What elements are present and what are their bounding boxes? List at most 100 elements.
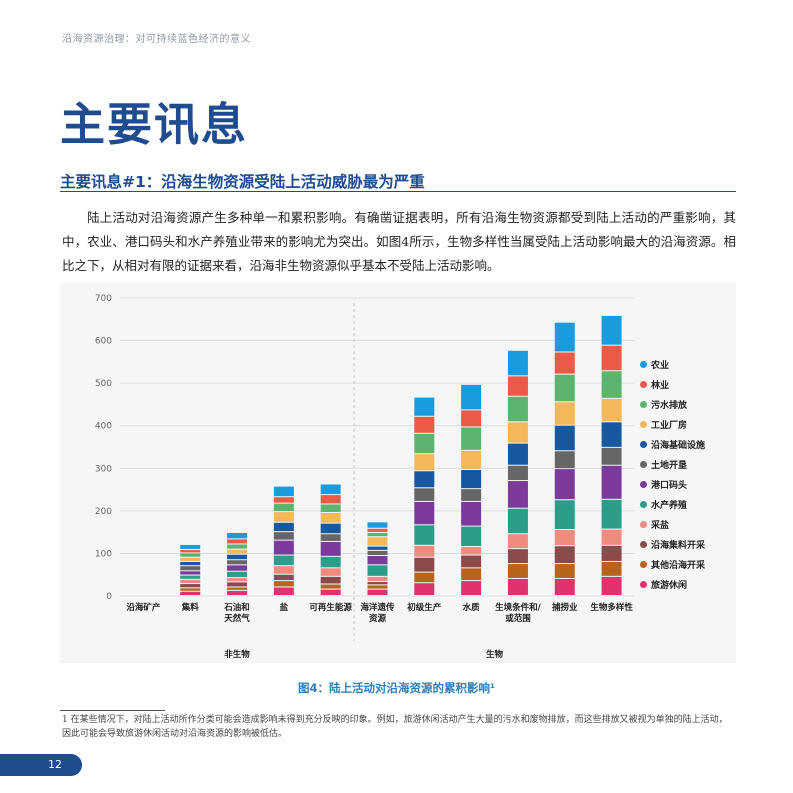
bar-segment xyxy=(227,571,248,578)
bar-segment xyxy=(414,416,435,433)
bar-segment xyxy=(507,465,528,481)
page-title: 主要讯息 xyxy=(60,98,249,151)
bar-segment xyxy=(414,488,435,501)
legend-item: 采盐 xyxy=(640,518,669,532)
bar-segment xyxy=(461,410,482,427)
bar-segment xyxy=(554,402,575,425)
legend-item: 沿海基础设施 xyxy=(640,438,705,452)
bar-segment xyxy=(507,578,528,595)
bar-segment xyxy=(601,398,622,422)
bar-segment xyxy=(601,561,622,576)
bar-segment xyxy=(601,447,622,465)
legend-label: 农业 xyxy=(651,361,670,371)
bar-segment xyxy=(180,575,201,579)
section-heading: 主要讯息#1：沿海生物资源受陆上活动威胁最为严重 xyxy=(60,173,425,191)
bar-segment xyxy=(507,481,528,508)
legend-swatch xyxy=(640,521,647,528)
bar-segment xyxy=(554,352,575,374)
bar-segment xyxy=(320,541,341,556)
x-tick-label: 集料 xyxy=(181,602,200,613)
legend-label: 旅游休闲 xyxy=(651,581,688,591)
x-tick-label: 捕捞业 xyxy=(552,602,578,613)
bar-segment xyxy=(507,396,528,422)
y-tick-label: 500 xyxy=(95,379,112,389)
legend-item: 污水排放 xyxy=(640,398,687,412)
bar-segment xyxy=(461,384,482,410)
bar-segment xyxy=(227,582,248,587)
bar-segment xyxy=(180,588,201,591)
bar-segment xyxy=(461,555,482,568)
legend-item: 土地开垦 xyxy=(640,458,687,472)
legend-label: 港口码头 xyxy=(651,481,688,491)
bar-segment xyxy=(273,503,294,512)
legend-label: 污水排放 xyxy=(651,401,688,411)
bar-segment xyxy=(414,583,435,595)
y-tick-label: 700 xyxy=(95,294,112,304)
bar-segment xyxy=(461,489,482,501)
bar-segment xyxy=(227,549,248,554)
bar-segment xyxy=(367,537,388,546)
legend-swatch xyxy=(640,501,647,508)
bar-segment xyxy=(367,585,388,589)
legend-swatch xyxy=(640,401,647,408)
bar-segment xyxy=(180,557,201,561)
bar-segment xyxy=(367,550,388,555)
x-tick-label: 盐 xyxy=(280,602,289,613)
section-divider xyxy=(60,191,736,192)
bar-segment xyxy=(227,554,248,560)
y-tick-label: 200 xyxy=(95,507,112,517)
figure-caption: 图4：陆上活动对沿海资源的累积影响¹ xyxy=(297,681,496,695)
y-tick-label: 600 xyxy=(95,337,112,347)
body-paragraph: 陆上活动对沿海资源产生多种单一和累积影响。有确凿证据表明，所有沿海生物资源都受到… xyxy=(62,210,736,273)
bar-segment xyxy=(273,574,294,581)
legend-swatch xyxy=(640,361,647,368)
bar-segment xyxy=(320,534,341,541)
bar-segment xyxy=(367,522,388,528)
legend-item: 旅游休闲 xyxy=(640,578,687,592)
bar-segment xyxy=(273,486,294,497)
legend-item: 港口码头 xyxy=(640,478,687,492)
legend-item: 其他沿海开采 xyxy=(640,558,705,572)
bar-segment xyxy=(180,550,201,553)
bar-segment xyxy=(554,322,575,352)
bar-segment xyxy=(367,589,388,595)
bar-segment xyxy=(273,555,294,566)
x-tick-label: 水质 xyxy=(462,602,481,613)
bar-segment xyxy=(414,454,435,471)
bar-segment xyxy=(180,591,201,595)
footnote-divider xyxy=(60,710,165,711)
bar-segment xyxy=(180,571,201,575)
bar-segment xyxy=(273,581,294,587)
bar-segment xyxy=(273,566,294,574)
bar-segment xyxy=(461,547,482,555)
page-number-tab: 12 xyxy=(0,754,82,776)
bar-segment xyxy=(414,572,435,583)
bar-segment xyxy=(601,422,622,447)
bar-segment xyxy=(414,433,435,454)
group-label: 生物 xyxy=(486,649,504,660)
bar-segment xyxy=(273,512,294,522)
bar-segment xyxy=(180,584,201,588)
x-tick-label: 生物多样性 xyxy=(590,602,633,613)
bar-segment xyxy=(320,556,341,568)
bar-segment xyxy=(180,579,201,584)
legend-item: 林业 xyxy=(640,378,669,392)
bar-segment xyxy=(414,501,435,525)
footnote: 1 在某些情况下，对陆上活动所作分类可能会造成影响未得到充分反映的印象。例如，旅… xyxy=(62,715,728,739)
legend-swatch xyxy=(640,381,647,388)
bar-segment xyxy=(367,555,388,565)
bar-segment xyxy=(554,425,575,451)
bar-segment xyxy=(367,576,388,581)
bar-segment xyxy=(227,544,248,549)
bar-segment xyxy=(414,545,435,557)
bar-segment xyxy=(320,504,341,512)
bar-segment xyxy=(320,484,341,495)
y-tick-label: 400 xyxy=(95,422,112,432)
bar-segment xyxy=(414,397,435,416)
bar-segment xyxy=(601,499,622,529)
group-label: 非生物 xyxy=(224,649,250,660)
legend-label: 采盐 xyxy=(651,521,670,531)
bar-segment xyxy=(554,530,575,546)
bar-segment xyxy=(554,374,575,402)
legend-item: 水产养殖 xyxy=(640,498,687,512)
